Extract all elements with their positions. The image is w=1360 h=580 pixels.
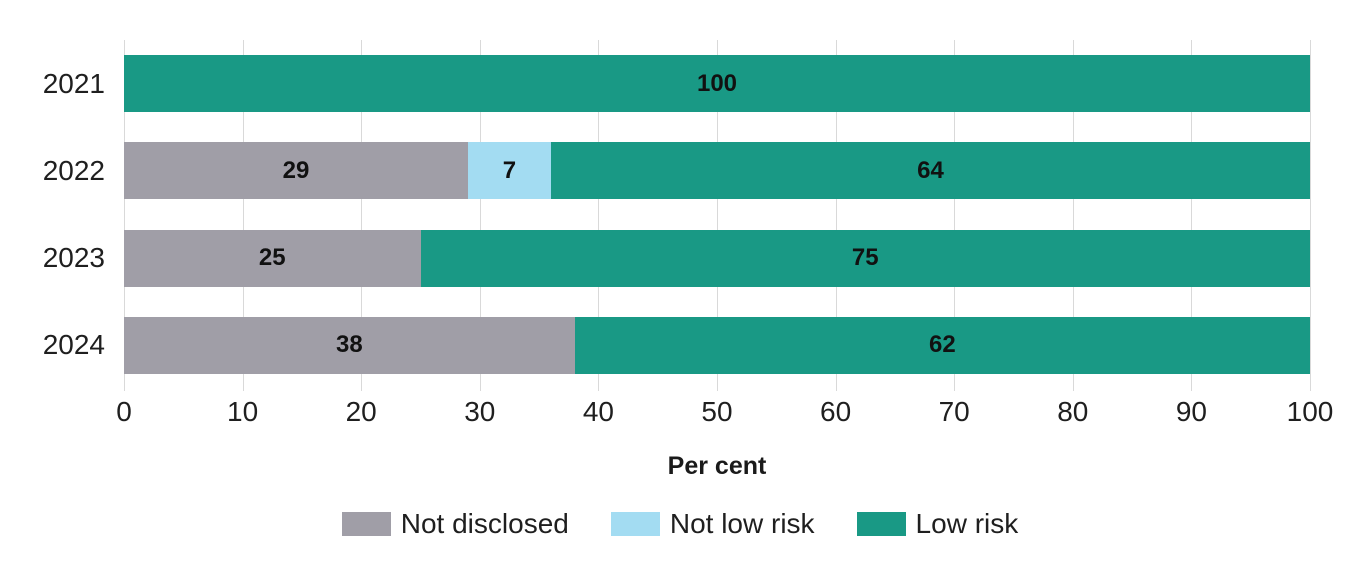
gridline bbox=[835, 40, 837, 391]
gridline bbox=[954, 40, 956, 391]
bar-segment-not-low-risk: 7 bbox=[467, 142, 551, 200]
x-tick-label: 40 bbox=[582, 396, 614, 427]
x-tick-label: 0 bbox=[116, 396, 132, 427]
segment-value-label: 38 bbox=[335, 331, 363, 359]
x-tick-label: 20 bbox=[345, 396, 377, 427]
segment-value-label: 64 bbox=[917, 156, 944, 184]
y-axis-label: 2024 bbox=[42, 329, 105, 361]
segment-value-label: 7 bbox=[502, 156, 517, 184]
legend-swatch-low-risk bbox=[856, 512, 906, 536]
legend-label: Low risk bbox=[915, 508, 1019, 539]
gridlines bbox=[124, 40, 1311, 391]
bar-row: 100 bbox=[124, 40, 1310, 127]
gridline bbox=[479, 40, 481, 391]
x-tick-label: 50 bbox=[701, 396, 733, 427]
bar-segment-low-risk: 64 bbox=[550, 142, 1310, 200]
x-tick-label: 10 bbox=[227, 396, 259, 427]
segment-value-label: 75 bbox=[851, 244, 879, 272]
plot-area: 100 29 7 64 25 75 38 62 bbox=[124, 40, 1311, 391]
bar-rows: 100 29 7 64 25 75 38 62 bbox=[124, 40, 1310, 389]
legend: Not disclosed Not low risk Low risk bbox=[0, 508, 1360, 540]
gridline bbox=[242, 40, 244, 391]
bar-segment-not-disclosed: 38 bbox=[124, 316, 575, 374]
gridline bbox=[1191, 40, 1193, 391]
bar-segment-low-risk: 62 bbox=[574, 316, 1310, 374]
stacked-bar-2021: 100 bbox=[124, 55, 1310, 113]
legend-label: Not disclosed bbox=[400, 508, 569, 539]
bar-segment-low-risk: 100 bbox=[124, 55, 1310, 113]
bar-segment-not-disclosed: 29 bbox=[124, 142, 468, 200]
gridline bbox=[124, 40, 125, 391]
legend-label: Not low risk bbox=[669, 508, 815, 539]
gridline bbox=[1072, 40, 1074, 391]
x-tick-label: 60 bbox=[820, 396, 852, 427]
stacked-bar-2023: 25 75 bbox=[124, 229, 1310, 287]
bar-segment-low-risk: 75 bbox=[420, 229, 1310, 287]
x-tick-label: 100 bbox=[1286, 396, 1334, 427]
segment-value-label: 62 bbox=[928, 331, 956, 359]
x-axis-title: Per cent bbox=[667, 452, 767, 480]
legend-swatch-not-low-risk bbox=[610, 512, 660, 536]
bar-segment-not-disclosed: 25 bbox=[124, 229, 421, 287]
segment-value-label: 25 bbox=[258, 244, 286, 272]
x-tick-label: 70 bbox=[938, 396, 970, 427]
legend-item: Not disclosed bbox=[341, 508, 569, 540]
segment-value-label: 100 bbox=[696, 69, 738, 97]
x-axis-tick-labels: 0 10 20 30 40 50 60 70 80 90 100 bbox=[116, 396, 1333, 428]
legend-swatch-not-disclosed bbox=[341, 512, 391, 536]
bar-row: 29 7 64 bbox=[124, 127, 1310, 214]
segment-value-label: 29 bbox=[282, 156, 310, 184]
gridline bbox=[598, 40, 600, 391]
y-axis-label: 2023 bbox=[42, 242, 105, 274]
stacked-bar-2024: 38 62 bbox=[124, 316, 1310, 374]
gridline bbox=[717, 40, 718, 391]
x-tick-label: 80 bbox=[1057, 396, 1089, 427]
gridline bbox=[361, 40, 363, 391]
x-tick-label: 30 bbox=[464, 396, 496, 427]
x-tick-label: 90 bbox=[1175, 396, 1207, 427]
gridline bbox=[1310, 40, 1311, 391]
y-axis-label: 2021 bbox=[42, 67, 105, 99]
legend-item: Not low risk bbox=[610, 508, 815, 540]
bar-row: 25 75 bbox=[124, 215, 1310, 302]
stacked-bar-2022: 29 7 64 bbox=[124, 142, 1310, 200]
legend-item: Low risk bbox=[856, 508, 1019, 540]
bar-row: 38 62 bbox=[124, 302, 1310, 389]
y-axis-labels: 2021 2022 2023 2024 bbox=[0, 40, 105, 389]
y-axis-label: 2022 bbox=[42, 154, 105, 186]
